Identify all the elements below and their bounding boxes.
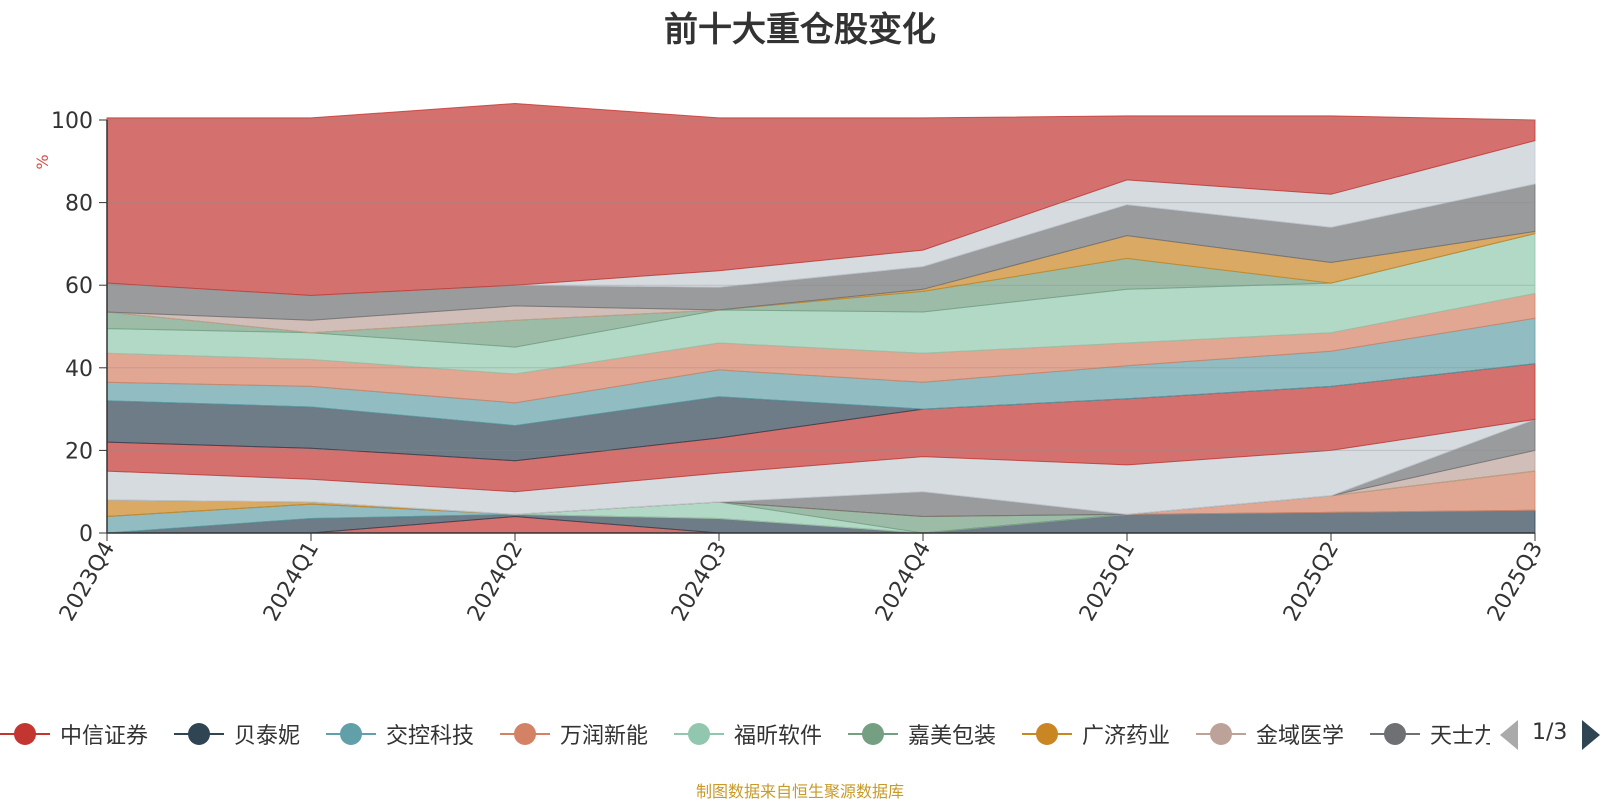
legend-symbol-icon	[500, 712, 550, 756]
legend-item[interactable]: 天士力	[1370, 712, 1490, 756]
data-source-note: 制图数据来自恒生聚源数据库	[695, 782, 904, 801]
x-tick-label: 2025Q1	[1075, 538, 1140, 626]
legend-symbol-icon	[1196, 712, 1246, 756]
legend-prev-arrow-icon[interactable]	[1500, 720, 1518, 750]
legend-label: 交控科技	[386, 724, 475, 749]
legend-label: 万润新能	[560, 724, 649, 749]
y-tick-label: 40	[65, 357, 93, 382]
chart-plot: 0 20 40 60 80 100 2023Q4 2024Q1 2024Q2 2024Q3 2024…	[33, 102, 1548, 626]
x-tick-label: 2025Q2	[1279, 538, 1344, 626]
legend-item[interactable]: 金域医学	[1196, 712, 1344, 756]
y-tick-label: 20	[65, 439, 93, 464]
x-tick-label: 2024Q3	[667, 538, 732, 626]
x-tick-label: 2025Q3	[1483, 538, 1548, 626]
legend-symbol-icon	[0, 712, 50, 756]
legend-item[interactable]: 贝泰妮	[174, 712, 300, 756]
series-area-20[interactable]	[106, 102, 1536, 297]
chart-title: 前十大重仓股变化	[664, 10, 936, 50]
y-axis-label: %	[33, 154, 52, 169]
legend-symbol-icon	[1022, 712, 1072, 756]
legend-page-indicator: 1/3	[1532, 720, 1568, 745]
y-tick-label: 100	[51, 109, 93, 134]
legend-symbol-icon	[326, 712, 376, 756]
y-tick-label: 80	[65, 192, 93, 217]
legend-pager: 1/3	[1500, 718, 1600, 754]
legend-symbol-icon	[1370, 712, 1420, 756]
legend-label: 嘉美包装	[908, 724, 997, 749]
y-tick-label: 0	[79, 522, 93, 547]
legend-label: 金域医学	[1256, 724, 1345, 749]
x-tick-label: 2023Q4	[55, 538, 120, 626]
legend-item[interactable]: 嘉美包装	[848, 712, 996, 756]
y-tick-label: 60	[65, 274, 93, 299]
legend-item[interactable]: 中信证券	[0, 712, 148, 756]
legend-item[interactable]: 交控科技	[326, 712, 474, 756]
legend-item[interactable]: 万润新能	[500, 712, 648, 756]
area-layers	[106, 102, 1536, 534]
legend-label: 贝泰妮	[234, 724, 301, 749]
legend-next-arrow-icon[interactable]	[1582, 720, 1600, 750]
legend-label: 天士力	[1430, 724, 1490, 749]
legend-item[interactable]: 广济药业	[1022, 712, 1170, 756]
legend-symbol-icon	[674, 712, 724, 756]
legend: 中信证券 贝泰妮 交控科技 万润新能 福昕软件 嘉美包装 广济药业 金域医学 天士力	[0, 712, 1490, 756]
legend-label: 中信证券	[60, 724, 149, 749]
legend-symbol-icon	[174, 712, 224, 756]
legend-item[interactable]: 福昕软件	[674, 712, 822, 756]
grid-lines	[107, 119, 1535, 451]
x-tick-label: 2024Q4	[871, 538, 936, 626]
x-tick-label: 2024Q2	[463, 538, 528, 626]
legend-symbol-icon	[848, 712, 898, 756]
legend-label: 广济药业	[1082, 724, 1171, 749]
legend-label: 福昕软件	[734, 724, 823, 749]
x-tick-label: 2024Q1	[259, 538, 324, 626]
